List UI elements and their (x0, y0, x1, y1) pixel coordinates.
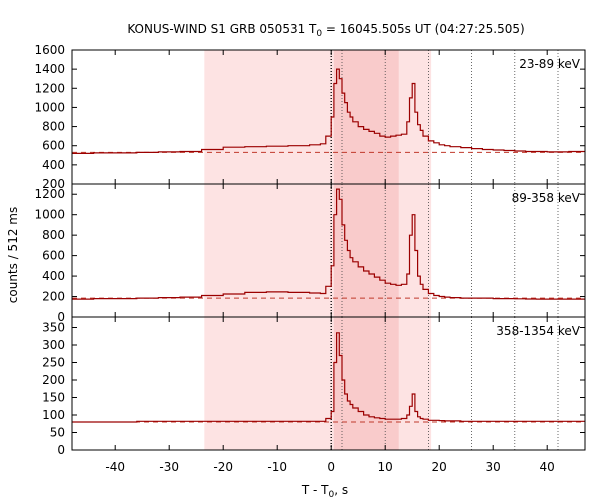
x-tick-label: -10 (267, 460, 287, 474)
y-tick-label: 200 (42, 373, 65, 387)
y-tick-label: 600 (42, 249, 65, 263)
y-tick-label: 600 (42, 139, 65, 153)
series-line (72, 332, 585, 423)
y-tick-label: 250 (42, 356, 65, 370)
y-tick-label: 1000 (34, 208, 65, 222)
y-tick-label: 1000 (34, 100, 65, 114)
y-tick-label: 1200 (34, 187, 65, 201)
series-line (72, 68, 585, 154)
chart-title: KONUS-WIND S1 GRB 050531 T0 = 16045.505s… (127, 22, 524, 39)
y-tick-label: 0 (57, 443, 65, 457)
y-tick-label: 100 (42, 408, 65, 422)
y-tick-label: 350 (42, 321, 65, 335)
y-tick-label: 150 (42, 391, 65, 405)
panel-frame (71, 316, 586, 451)
shaded-interval (333, 317, 399, 450)
x-axis-label: T - T0, s (301, 483, 348, 500)
x-tick-label: 10 (378, 460, 393, 474)
y-tick-label: 1400 (34, 62, 65, 76)
y-tick-label: 200 (42, 290, 65, 304)
panel: 0 200 400 600 800 1000 1200 89-358 keV (34, 183, 586, 324)
x-tick-label: -40 (105, 460, 125, 474)
shaded-interval (333, 184, 399, 317)
x-tick-label: 20 (432, 460, 447, 474)
x-axis: -40 -30 -20 -10 0 10 20 30 40 (105, 460, 554, 474)
y-tick-label: 1200 (34, 81, 65, 95)
panel: 0 50 100 150 200 250 300 350 358-1354 keV (42, 316, 586, 457)
series-label: 358-1354 keV (496, 324, 580, 338)
x-tick-label: 30 (486, 460, 501, 474)
y-tick-label: 50 (50, 426, 65, 440)
shaded-interval (333, 50, 399, 184)
y-tick-label: 1600 (34, 43, 65, 57)
y-tick-label: 400 (42, 269, 65, 283)
y-tick-label: 800 (42, 228, 65, 242)
series-line (72, 188, 585, 300)
x-tick-label: -30 (159, 460, 179, 474)
x-tick-label: 0 (327, 460, 335, 474)
panel: 200 400 600 800 1000 1200 1400 1600 23-89 keV (34, 43, 586, 191)
y-tick-label: 400 (42, 158, 65, 172)
y-tick-label: 300 (42, 338, 65, 352)
x-tick-label: 40 (540, 460, 555, 474)
y-tick-label: 0 (57, 310, 65, 324)
y-axis-label: counts / 512 ms (6, 207, 20, 303)
y-tick-label: 200 (42, 177, 65, 191)
series-label: 23-89 keV (519, 57, 581, 71)
x-tick-label: -20 (213, 460, 233, 474)
series-label: 89-358 keV (512, 191, 581, 205)
y-tick-label: 800 (42, 120, 65, 134)
